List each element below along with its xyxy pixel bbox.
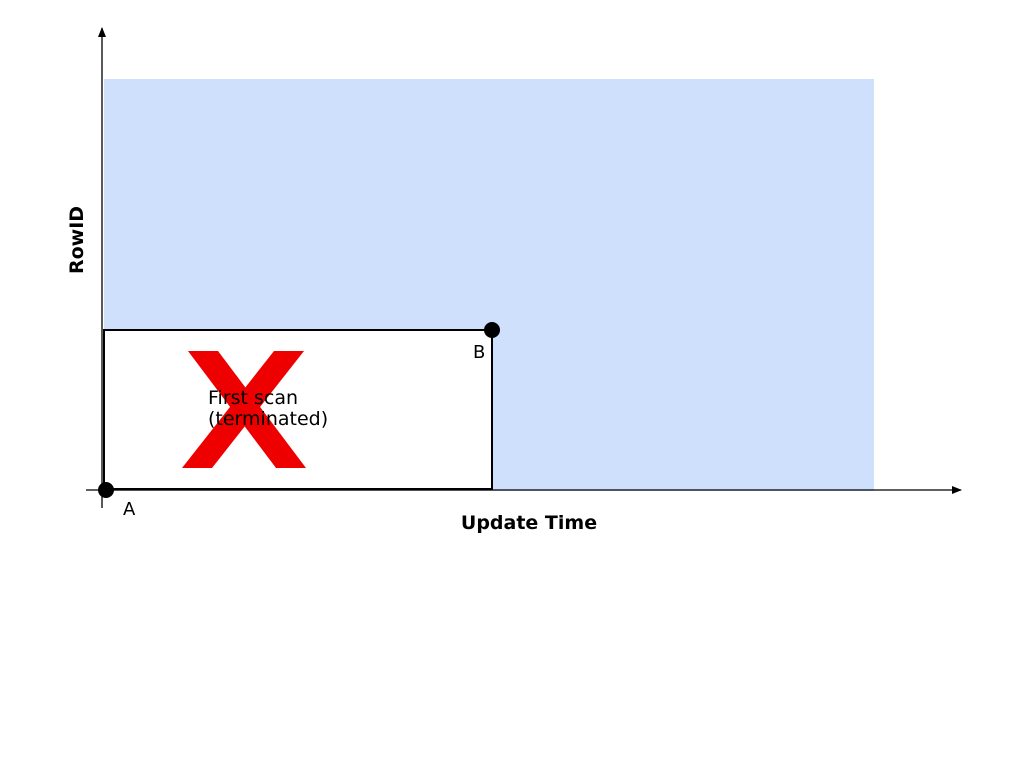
x-axis-title: Update Time [461, 512, 597, 534]
first-scan-label: First scan (terminated) [208, 387, 328, 430]
point-b-label: B [473, 342, 485, 363]
point-a-marker [98, 482, 114, 498]
first-scan-label-line2: (terminated) [208, 408, 328, 430]
point-a-label: A [123, 499, 136, 520]
point-b-marker [484, 322, 500, 338]
x-mark-icon [182, 351, 306, 468]
y-axis-title: RowID [66, 206, 88, 274]
first-scan-label-line1: First scan [208, 387, 298, 409]
